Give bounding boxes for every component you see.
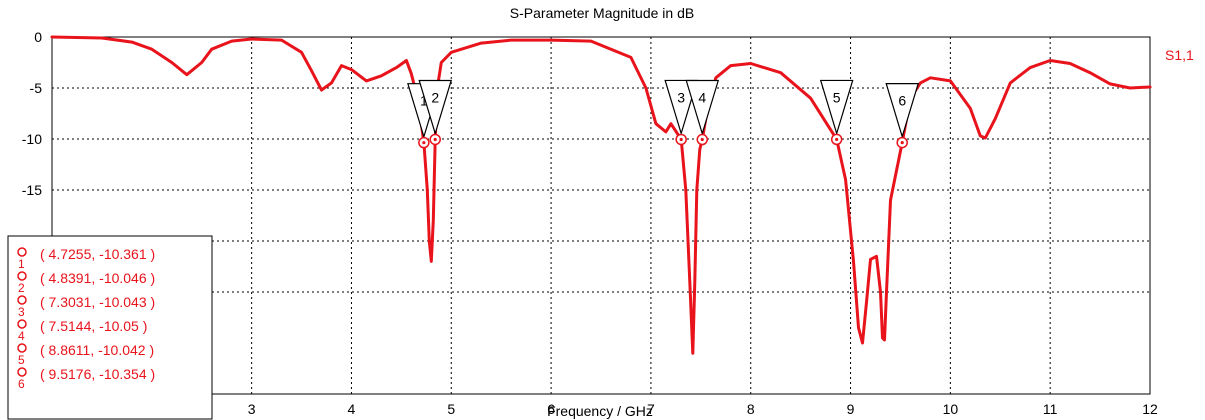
legend-marker-label: ( 7.3031, -10.043 ) [40,294,155,310]
y-tick-label: -15 [22,182,42,198]
legend-marker-number: 6 [18,377,25,391]
marker-number: 5 [833,89,841,105]
x-axis-label: Frequency / GHz [547,403,653,419]
legend-marker-label: ( 4.8391, -10.046 ) [40,270,155,286]
x-tick-label: 9 [847,401,855,417]
legend-marker-label: ( 7.5144, -10.05 ) [40,318,147,334]
marker-triangle [819,79,854,136]
y-tick-label: -10 [22,131,42,147]
x-tick-label: 4 [348,401,356,417]
series-label: S1,1 [1165,47,1194,63]
legend-marker-number: 1 [18,257,25,271]
x-tick-label: 6 [547,401,555,417]
marker-6: 6 [885,83,920,149]
legend-marker-icon [17,343,27,353]
legend-entry: 3 ( 7.3031, -10.043 ) [17,294,155,319]
legend-marker-number: 5 [18,353,25,367]
legend-marker-label: ( 9.5176, -10.354 ) [40,366,155,382]
legend-marker-icon [17,319,27,329]
y-tick-label: -5 [30,80,43,96]
series-layer [50,35,1152,355]
marker-number: 2 [431,89,439,105]
chart-title: S-Parameter Magnitude in dB [510,5,694,21]
x-tick-label: 12 [1142,401,1158,417]
legend-entry: 4 ( 7.5144, -10.05 ) [17,318,147,343]
legend-marker-icon [17,295,27,305]
legend-marker-number: 2 [18,281,25,295]
marker-dot [835,137,839,142]
marker-triangle [664,79,698,136]
legend-marker-label: ( 8.8611, -10.042 ) [40,342,154,358]
legend-box [7,235,213,420]
marker-dot [679,137,683,142]
marker-dot [700,137,704,142]
marker-dot [900,141,904,145]
marker-3: 3 [664,79,698,146]
marker-number: 3 [677,89,685,105]
marker-triangle [885,83,920,139]
legend-marker-number: 4 [18,329,25,343]
marker-number: 6 [898,93,906,109]
x-tick-label: 3 [248,401,256,417]
marker-number: 1 [420,93,428,109]
legend-marker-icon [17,247,27,257]
grid-lines [52,37,1150,394]
legend-entry: 2 ( 4.8391, -10.046 ) [17,270,155,295]
series-line-s11 [50,35,1152,355]
marker-triangle [685,79,720,136]
x-tick-label: 11 [1043,401,1058,417]
legend-entry: 1 ( 4.7255, -10.361 ) [17,246,155,271]
marker-legend: 1 ( 4.7255, -10.361 ) 2 ( 4.8391, -10.046 )… [7,235,213,420]
marker-number: 4 [698,90,706,106]
marker-2: 2 [418,79,453,146]
legend-marker-icon [17,367,27,377]
marker-triangle [418,79,453,136]
x-tick-label: 7 [647,401,655,417]
marker-dot [422,141,426,145]
y-tick-label: 0 [34,29,42,45]
legend-marker-number: 3 [18,305,25,319]
legend-marker-icon [17,271,27,281]
legend-entry: 5 ( 8.8611, -10.042 ) [17,342,154,367]
x-tick-label: 5 [447,401,455,417]
legend-entry: 6 ( 9.5176, -10.354 ) [17,366,155,391]
plot-area [51,36,1151,395]
x-tick-label: 10 [943,401,959,417]
marker-5: 5 [819,79,854,146]
legend-marker-label: ( 4.7255, -10.361 ) [40,246,155,262]
marker-4: 4 [685,79,720,146]
x-tick-label: 8 [747,401,755,417]
marker-dot [433,137,437,142]
